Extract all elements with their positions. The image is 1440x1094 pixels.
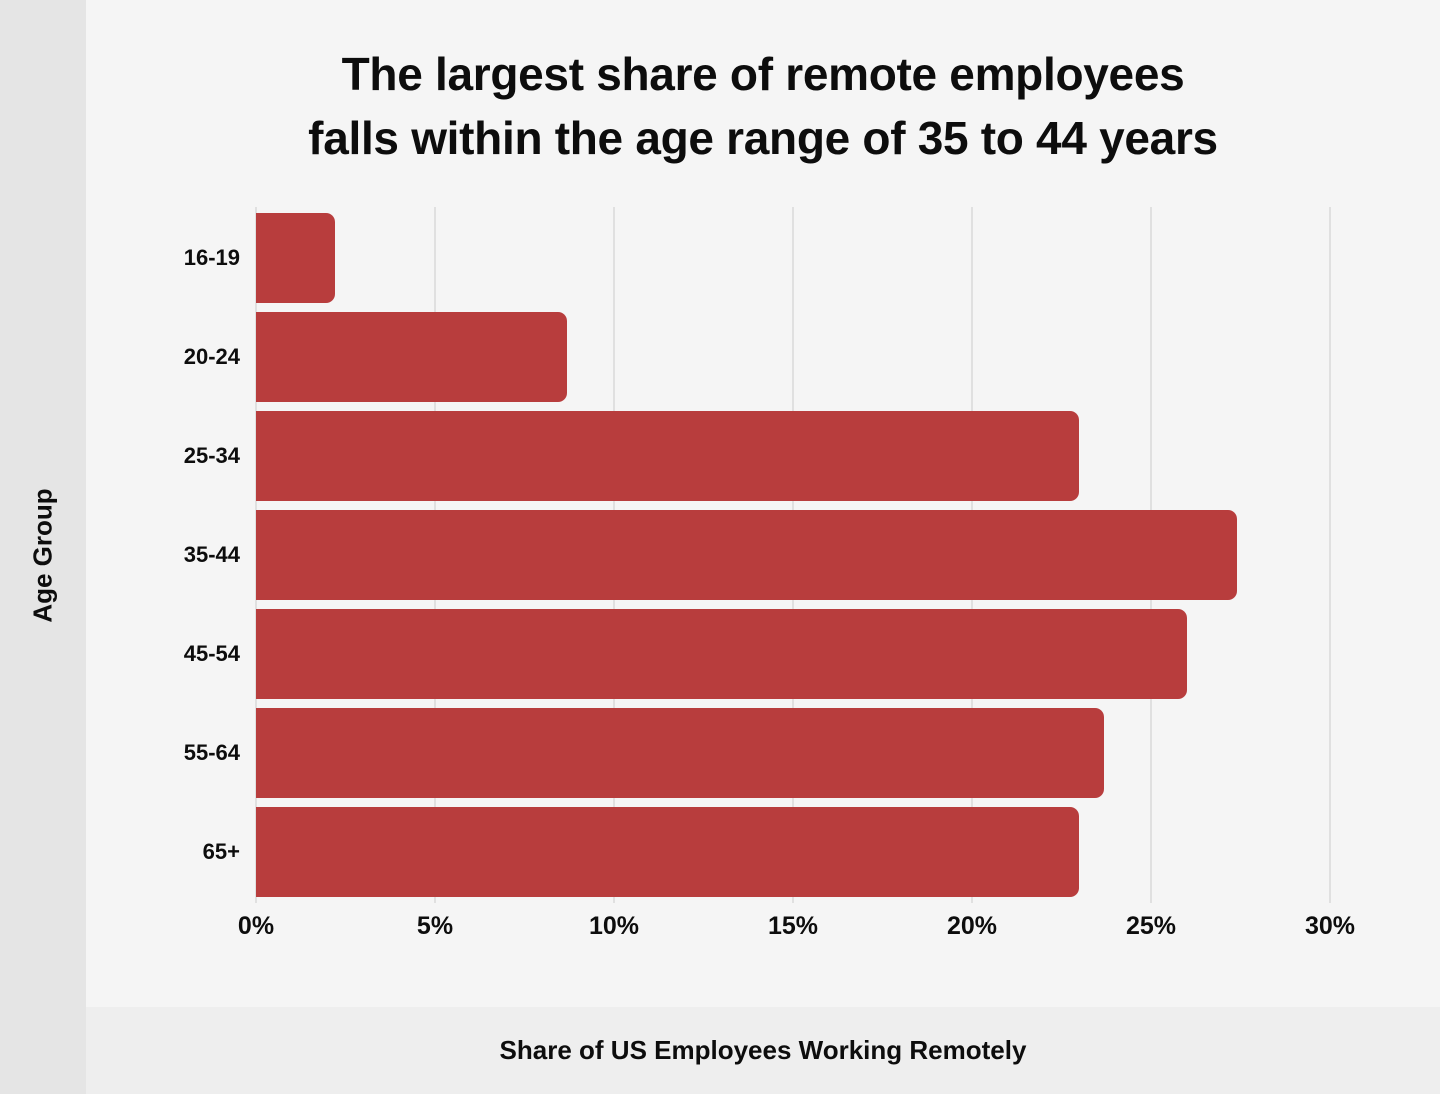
y-label-20-24: 20-24 xyxy=(183,344,240,369)
x-tick-5%: 5% xyxy=(416,912,454,940)
bar-25-34 xyxy=(256,411,1080,501)
x-tick-30%: 30% xyxy=(1304,912,1356,940)
y-label-65+: 65+ xyxy=(202,839,240,864)
bar-55-64 xyxy=(256,708,1105,798)
y-label-55-64: 55-64 xyxy=(183,740,240,765)
bar-45-54 xyxy=(256,609,1187,699)
x-tick-25%: 25% xyxy=(1125,912,1177,940)
x-tick-20%: 20% xyxy=(946,912,998,940)
y-axis-title: Age Group xyxy=(0,207,86,903)
chart-panel: The largest share of remote employees fa… xyxy=(86,0,1440,1007)
gridline-30 xyxy=(1329,207,1331,903)
x-tick-10%: 10% xyxy=(588,912,640,940)
bar-65+ xyxy=(256,807,1080,897)
chart-title-line1: The largest share of remote employees xyxy=(341,48,1185,100)
x-axis-title: Share of US Employees Working Remotely xyxy=(499,1035,1027,1065)
y-label-35-44: 35-44 xyxy=(183,542,240,567)
bar-20-24 xyxy=(256,312,568,402)
plot-area xyxy=(255,207,1331,903)
chart-title: The largest share of remote employees fa… xyxy=(86,42,1440,170)
y-label-25-34: 25-34 xyxy=(183,443,240,468)
y-axis-title-text: Age Group xyxy=(27,487,58,623)
bar-16-19 xyxy=(256,213,335,303)
chart-title-line2: falls within the age range of 35 to 44 y… xyxy=(308,112,1218,164)
bar-35-44 xyxy=(256,510,1237,600)
x-tick-0%: 0% xyxy=(237,912,275,940)
y-label-45-54: 45-54 xyxy=(183,641,240,666)
x-tick-15%: 15% xyxy=(767,912,819,940)
left-margin-strip: Age Group xyxy=(0,0,86,1094)
bottom-strip: Share of US Employees Working Remotely xyxy=(86,1007,1440,1094)
y-label-16-19: 16-19 xyxy=(183,245,240,270)
